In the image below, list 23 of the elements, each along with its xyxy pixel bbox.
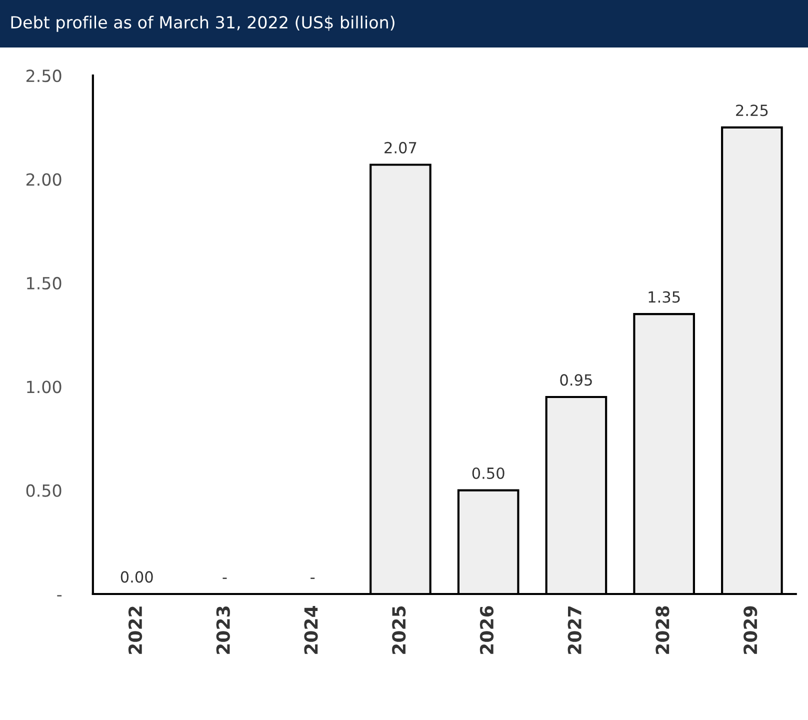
- y-tick-label: 2.50: [26, 70, 62, 82]
- x-tick-label: 2022: [128, 606, 142, 654]
- data-label: 2.25: [736, 104, 768, 116]
- y-tick-label: -: [57, 595, 62, 596]
- y-tick-label: 0.50: [26, 484, 62, 497]
- data-label: 1.35: [648, 291, 680, 303]
- data-label: 0.95: [560, 374, 592, 386]
- data-label: 2.07: [384, 142, 416, 154]
- data-label: -: [222, 578, 227, 579]
- data-label: -: [310, 578, 315, 579]
- x-tick-label: 2028: [656, 606, 670, 654]
- x-tick-label: 2029: [744, 606, 758, 654]
- y-tick-label: 2.00: [26, 173, 62, 186]
- x-tick-label: 2025: [392, 606, 406, 654]
- x-tick-label: 2027: [568, 606, 582, 654]
- x-tick-label: 2024: [304, 606, 318, 654]
- y-tick-label: 1.00: [27, 380, 62, 394]
- x-tick-label: 2023: [216, 606, 230, 654]
- y-tick-label: 1.50: [27, 276, 62, 290]
- x-tick-label: 2026: [480, 606, 494, 654]
- chart-title: Debt profile as of March 31, 2022 (US$ billion): [11, 16, 394, 32]
- data-label: 0.00: [120, 571, 153, 583]
- data-label: 0.50: [472, 467, 504, 480]
